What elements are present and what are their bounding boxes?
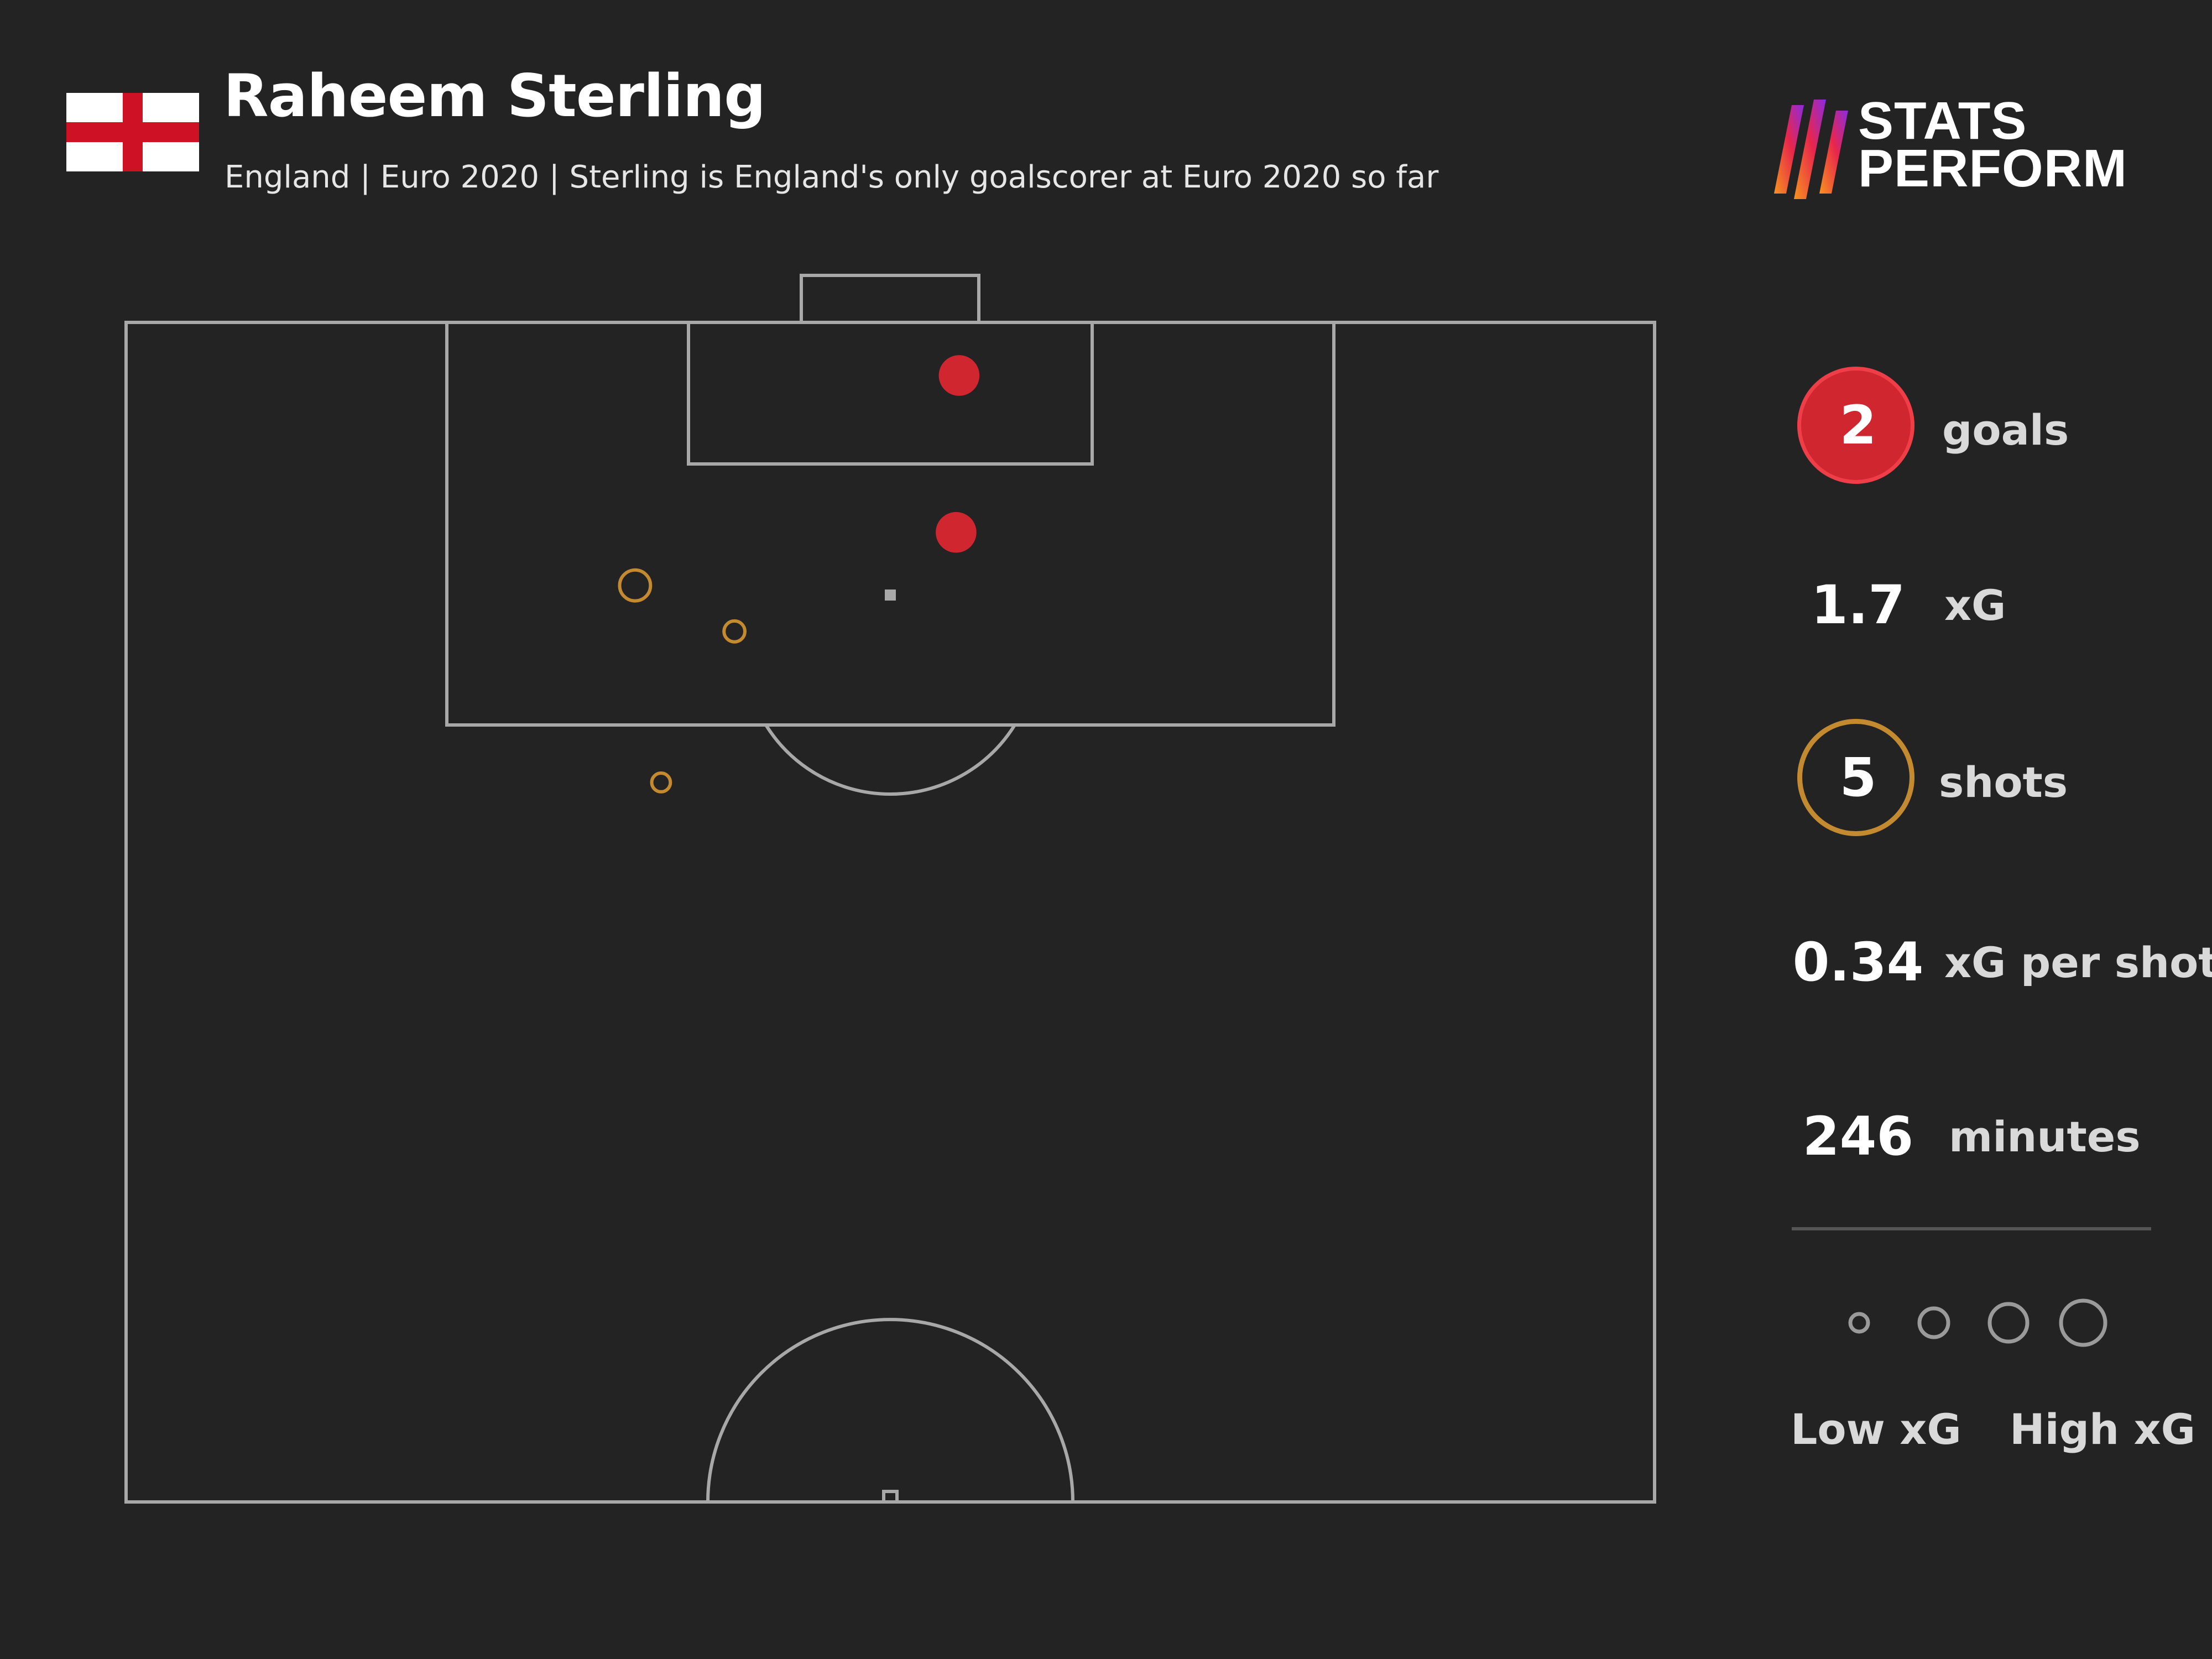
xg-per-shot-value: 0.34 — [1792, 931, 1924, 993]
goal-frame — [800, 274, 980, 324]
minutes-value: 246 — [1802, 1105, 1914, 1167]
legend-low-label: Low xG — [1791, 1405, 1961, 1454]
stats-perform-stripes-icon — [1774, 100, 1848, 199]
divider — [1792, 1227, 2151, 1230]
minutes-label: minutes — [1949, 1112, 2141, 1161]
goals-value: 2 — [1839, 394, 1877, 456]
penalty-spot — [885, 589, 896, 601]
centre-circle-half — [706, 1318, 1074, 1503]
stat-xg: 1.7 xG — [1792, 553, 2201, 680]
shot-miss-5 — [650, 771, 672, 794]
stat-minutes: 246 minutes — [1792, 1098, 2201, 1225]
chart-title: Raheem Sterling — [223, 62, 766, 130]
xg-value: 1.7 — [1811, 574, 1906, 636]
shots-badge — [1797, 719, 1914, 836]
logo-text-perform: PERFORM — [1858, 139, 2127, 198]
legend-circle-2 — [1917, 1306, 1950, 1339]
xg-size-legend — [1848, 1298, 2107, 1347]
xg-per-shot-label: xG per shot — [1944, 938, 2212, 987]
penalty-area — [445, 321, 1335, 727]
shot-miss-3 — [618, 568, 653, 603]
stat-shots: 5 shots — [1792, 719, 2201, 846]
goals-badge — [1797, 367, 1914, 484]
logo-text-stats: STATS — [1858, 91, 2027, 150]
legend-circle-4 — [2059, 1298, 2107, 1347]
six-yard-box — [687, 321, 1094, 466]
pitch-outline — [124, 321, 1656, 1504]
england-flag-icon — [66, 93, 199, 171]
stats-perform-logo: STATS PERFORM — [1770, 88, 2157, 205]
centre-spot — [882, 1490, 899, 1504]
stat-goals: 2 goals — [1792, 367, 2201, 494]
legend-high-label: High xG — [2010, 1405, 2196, 1454]
shot-goal-2 — [936, 512, 977, 553]
shot-miss-4 — [722, 619, 747, 644]
shots-value: 5 — [1839, 747, 1877, 808]
stat-xg-per-shot: 0.34 xG per shot — [1792, 924, 2212, 1051]
legend-circle-3 — [1987, 1302, 2030, 1344]
xg-label: xG — [1944, 581, 2006, 630]
legend-circle-1 — [1848, 1312, 1870, 1334]
penalty-arc — [764, 724, 1016, 796]
chart-subtitle: England | Euro 2020 | Sterling is Englan… — [225, 159, 1439, 195]
shot-map — [124, 274, 1656, 1504]
shot-goal-1 — [938, 355, 980, 396]
shots-layer — [618, 355, 980, 794]
shots-label: shots — [1939, 758, 2068, 807]
goals-label: goals — [1942, 405, 2069, 455]
